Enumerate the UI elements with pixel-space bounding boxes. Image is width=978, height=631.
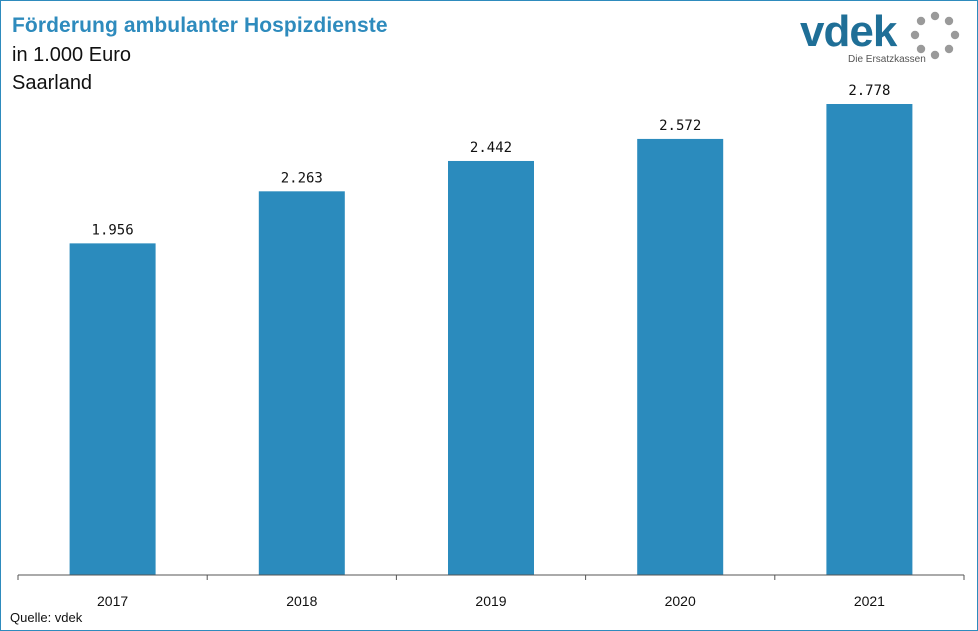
- x-tick-label-2019: 2019: [475, 593, 506, 609]
- bar-2021: [826, 104, 913, 575]
- chart-title: Förderung ambulanter Hospizdienste: [12, 14, 388, 37]
- bar-2017: [69, 243, 156, 575]
- logo-wordmark: vdek: [800, 7, 897, 56]
- data-label-2017: 1.956: [92, 222, 134, 238]
- x-tick-label-2018: 2018: [286, 593, 317, 609]
- bar-2019: [448, 160, 534, 576]
- data-label-2019: 2.442: [470, 140, 512, 156]
- bar-2020: [637, 138, 724, 575]
- chart-unit: in 1.000 Euro: [12, 44, 131, 66]
- source-note: Quelle: vdek: [10, 610, 83, 625]
- data-label-2021: 2.778: [848, 83, 890, 99]
- data-label-2018: 2.263: [281, 170, 323, 186]
- x-tick-label-2017: 2017: [97, 593, 128, 609]
- x-tick-label-2020: 2020: [665, 593, 696, 609]
- bar-2018: [258, 191, 345, 576]
- x-tick-label-2021: 2021: [854, 593, 885, 609]
- dotted-ring-icon: [910, 11, 960, 60]
- vdek-logo: vdek Die Ersatzkassen: [800, 8, 968, 68]
- data-label-2020: 2.572: [659, 118, 701, 134]
- chart-region: Saarland: [12, 72, 93, 94]
- logo-tagline: Die Ersatzkassen: [848, 54, 926, 65]
